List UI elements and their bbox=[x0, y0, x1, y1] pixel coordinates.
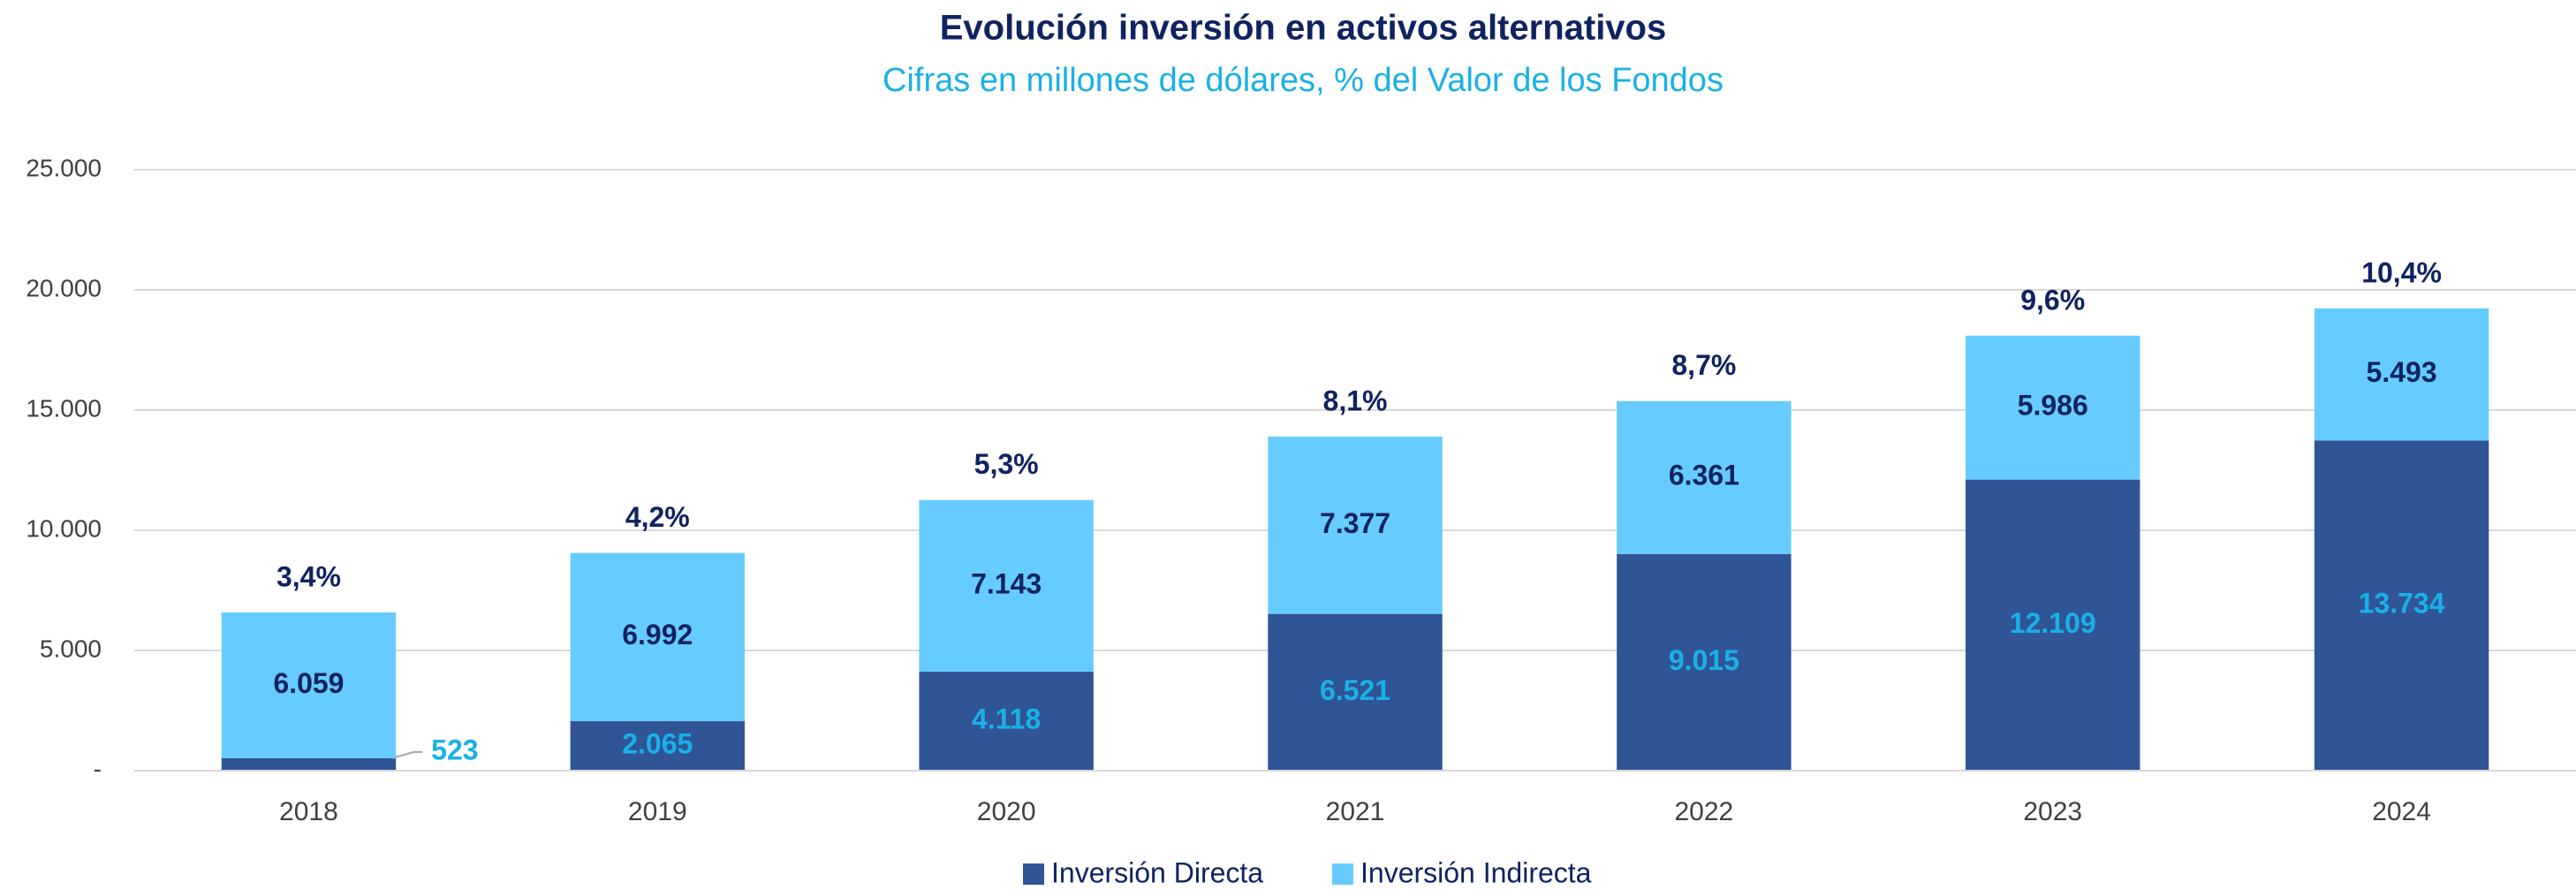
y-tick-label: 5.000 bbox=[40, 635, 102, 662]
legend-label: Inversión Directa bbox=[1051, 856, 1263, 888]
x-tick-label: 2019 bbox=[628, 797, 687, 826]
bar-segment bbox=[2314, 440, 2489, 771]
bar-segment bbox=[570, 720, 745, 771]
value-label: 5.493 bbox=[2367, 356, 2437, 388]
bar-segment bbox=[919, 671, 1094, 771]
value-label: 13.734 bbox=[2359, 588, 2445, 620]
y-tick-label: 25.000 bbox=[26, 154, 102, 181]
total-label: 4,2% bbox=[625, 501, 690, 533]
total-label: 5,3% bbox=[974, 448, 1039, 480]
value-label: 6.521 bbox=[1320, 674, 1390, 706]
legend-swatch bbox=[1023, 863, 1044, 885]
bar-segment bbox=[919, 499, 1094, 672]
x-tick-label: 2021 bbox=[1326, 797, 1385, 826]
leader-line bbox=[391, 750, 423, 759]
bar-segment bbox=[570, 552, 745, 721]
value-label: 4.118 bbox=[972, 703, 1041, 734]
value-label: 12.109 bbox=[2010, 607, 2096, 639]
value-label: 6.992 bbox=[622, 619, 693, 650]
x-tick-label: 2023 bbox=[2023, 797, 2082, 826]
total-label: 8,1% bbox=[1323, 384, 1388, 416]
chart-subtitle: Cifras en millones de dólares, % del Val… bbox=[883, 62, 1724, 99]
bar-segment bbox=[1268, 436, 1443, 614]
value-label: 9.015 bbox=[1669, 644, 1739, 676]
value-label: 7.143 bbox=[971, 567, 1042, 599]
x-tick-label: 2020 bbox=[977, 797, 1036, 826]
x-tick-label: 2024 bbox=[2372, 797, 2431, 826]
bar-segment bbox=[1966, 335, 2140, 480]
value-label: 5.986 bbox=[2018, 390, 2088, 422]
bar-segment bbox=[1966, 479, 2140, 771]
x-tick-label: 2022 bbox=[1674, 797, 1733, 826]
y-tick-label: 15.000 bbox=[26, 394, 102, 422]
value-label: 523 bbox=[431, 734, 478, 765]
bar-segment bbox=[221, 612, 397, 758]
bar-segment bbox=[1617, 400, 1792, 554]
total-label: 10,4% bbox=[2361, 256, 2442, 288]
value-label: 6.059 bbox=[273, 667, 344, 699]
y-tick-label: - bbox=[94, 755, 102, 782]
total-label: 3,4% bbox=[277, 560, 341, 592]
value-label: 2.065 bbox=[622, 727, 693, 759]
bar-segment bbox=[2314, 308, 2489, 441]
bar-segment bbox=[1268, 613, 1443, 771]
total-label: 8,7% bbox=[1671, 349, 1736, 381]
value-label: 6.361 bbox=[1669, 460, 1739, 491]
value-label: 7.377 bbox=[1320, 507, 1390, 539]
legend-swatch bbox=[1332, 863, 1353, 885]
legend-label: Inversión Indirecta bbox=[1360, 856, 1592, 888]
bar-segment bbox=[221, 757, 397, 771]
y-tick-label: 20.000 bbox=[26, 274, 102, 301]
y-tick-label: 10.000 bbox=[26, 514, 102, 542]
chart-title: Evolución inversión en activos alternati… bbox=[940, 9, 1666, 48]
bar-segment bbox=[1617, 553, 1792, 771]
x-tick-label: 2018 bbox=[279, 797, 338, 826]
total-label: 9,6% bbox=[2020, 284, 2085, 316]
